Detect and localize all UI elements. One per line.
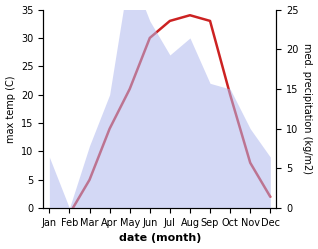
X-axis label: date (month): date (month) [119, 234, 201, 244]
Y-axis label: med. precipitation (kg/m2): med. precipitation (kg/m2) [302, 43, 313, 174]
Y-axis label: max temp (C): max temp (C) [5, 75, 16, 143]
